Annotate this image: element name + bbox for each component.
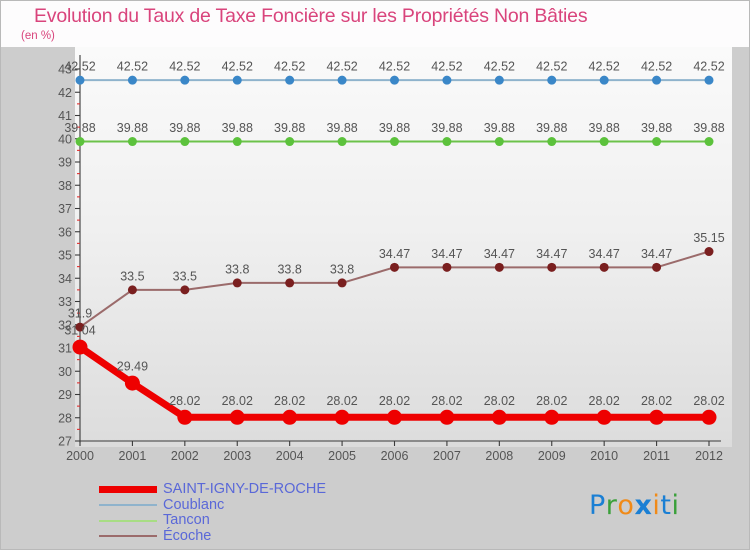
logo-char-1: r <box>605 490 618 521</box>
legend-color-swatch <box>99 519 157 522</box>
logo-char-3: x <box>634 490 653 521</box>
y-tick-label: 39 <box>58 156 72 170</box>
x-tick-label: 2010 <box>590 449 618 463</box>
legend-label: Coublanc <box>163 496 225 513</box>
x-tick-label: 2009 <box>538 449 566 463</box>
legend-item-2[interactable]: Tancon <box>99 512 459 529</box>
y-tick-label: 31 <box>58 342 72 356</box>
page-title: Evolution du Taux de Taxe Foncière sur l… <box>34 5 588 27</box>
x-tick-label: 2011 <box>643 449 670 463</box>
legend-item-3[interactable]: Écoche <box>99 527 459 545</box>
x-tick-label: 2000 <box>66 449 94 463</box>
legend-color-swatch <box>99 486 157 494</box>
legend-color-swatch <box>99 535 157 538</box>
x-tick-label: 2003 <box>223 449 251 463</box>
y-tick-label: 32 <box>58 318 72 332</box>
logo-char-0: P <box>589 490 606 521</box>
legend-label: SAINT-IGNY-DE-ROCHE <box>163 481 327 497</box>
y-tick-label: 35 <box>58 249 72 263</box>
chart-header: Evolution du Taux de Taxe Foncière sur l… <box>1 1 749 47</box>
legend-color-swatch <box>99 504 157 507</box>
chart-unit-label: (en %) <box>21 30 55 42</box>
y-tick-label: 38 <box>58 179 72 193</box>
legend-item-1[interactable]: Coublanc <box>99 496 459 514</box>
logo-char-4: i <box>652 490 661 521</box>
y-tick-label: 37 <box>58 202 72 216</box>
x-tick-label: 2001 <box>119 449 147 463</box>
proxiti-logo: Proxiti <box>589 490 679 521</box>
x-tick-label: 2007 <box>433 449 461 463</box>
legend-item-0[interactable]: SAINT-IGNY-DE-ROCHE <box>99 481 459 498</box>
x-tick-label: 2004 <box>276 449 304 463</box>
y-tick-label: 28 <box>58 411 72 425</box>
logo-char-6: i <box>671 490 680 521</box>
legend-label: Tancon <box>163 512 210 528</box>
x-tick-label: 2005 <box>328 449 356 463</box>
y-tick-label: 40 <box>58 132 72 146</box>
y-tick-label: 42 <box>58 86 72 100</box>
y-tick-label: 33 <box>58 295 72 309</box>
y-tick-label: 27 <box>58 435 72 449</box>
logo-char-2: o <box>617 490 635 521</box>
x-tick-label: 2008 <box>485 449 513 463</box>
x-tick-label: 2012 <box>695 449 723 463</box>
y-tick-label: 29 <box>58 388 72 402</box>
legend-label: Écoche <box>163 527 212 544</box>
logo-char-5: t <box>660 490 672 521</box>
y-tick-label: 34 <box>58 272 72 286</box>
x-tick-label: 2002 <box>171 449 199 463</box>
y-tick-label: 36 <box>58 225 72 239</box>
y-tick-label: 43 <box>58 63 72 77</box>
y-tick-label: 41 <box>58 109 72 123</box>
y-tick-label: 30 <box>58 365 72 379</box>
plot-background <box>75 47 732 447</box>
x-tick-label: 2006 <box>381 449 409 463</box>
chart-legend: SAINT-IGNY-DE-ROCHE Coublanc Tancon Écoche <box>99 481 459 545</box>
